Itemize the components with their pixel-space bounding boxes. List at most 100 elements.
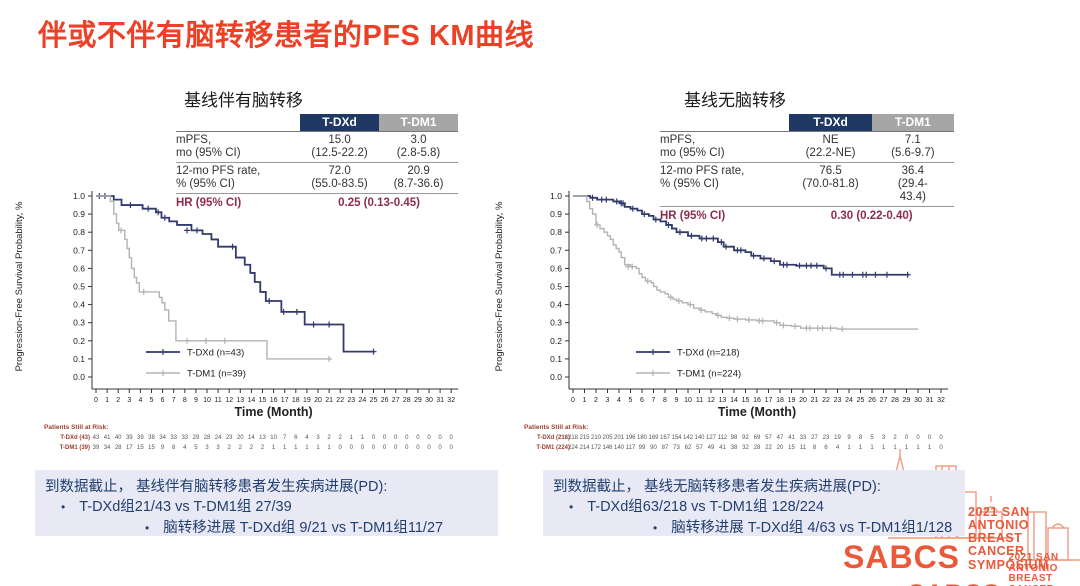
col-header-tdm1: T-DM1 [379, 114, 459, 132]
svg-text:3: 3 [216, 445, 220, 451]
logo-year-city: 2021 SAN ANTONIO [1008, 552, 1059, 574]
table-row: 12-mo PFS rate, % (95% CI) 76.5 (70.0-81… [660, 163, 954, 207]
svg-text:0.2: 0.2 [550, 336, 562, 346]
svg-text:0.6: 0.6 [73, 263, 85, 273]
svg-text:20: 20 [314, 397, 322, 404]
12mo-tdm1-value: 36.4 (29.4- 43.4) [897, 165, 928, 203]
svg-text:32: 32 [447, 397, 455, 404]
svg-text:41: 41 [788, 435, 795, 441]
svg-text:0.0: 0.0 [550, 372, 562, 382]
conclusion-bullet: • T-DXd组21/43 vs T-DM1组 27/39 [45, 497, 488, 517]
svg-text:1: 1 [893, 445, 897, 451]
svg-text:15: 15 [742, 397, 750, 404]
svg-text:29: 29 [903, 397, 911, 404]
svg-text:167: 167 [660, 435, 671, 441]
svg-text:22: 22 [765, 445, 772, 451]
conclusion-intro: 到数据截止， 基线无脑转移患者发生疾病进展(PD): [553, 479, 881, 495]
svg-text:0.9: 0.9 [550, 209, 562, 219]
svg-text:99: 99 [639, 445, 646, 451]
svg-text:19: 19 [303, 397, 311, 404]
svg-text:1: 1 [105, 397, 109, 404]
svg-text:14: 14 [248, 397, 256, 404]
svg-text:117: 117 [626, 445, 636, 451]
svg-text:0: 0 [361, 445, 365, 451]
pfs-stats-table-with-brain-mets: T-DXd T-DM1 mPFS, mo (95% CI) 15.0 (12.5… [176, 114, 459, 212]
sabcs-logo-abbr: SABCS [843, 539, 961, 576]
svg-text:24: 24 [215, 435, 222, 441]
svg-text:5: 5 [150, 397, 154, 404]
svg-text:0: 0 [372, 445, 376, 451]
svg-text:0.6: 0.6 [550, 263, 562, 273]
row-label-mpfs: mPFS, mo (95% CI) [176, 134, 241, 160]
svg-text:23: 23 [347, 397, 355, 404]
svg-text:146: 146 [602, 445, 613, 451]
svg-text:69: 69 [754, 435, 761, 441]
svg-text:1: 1 [361, 435, 365, 441]
conclusion-bullet-text: T-DXd组21/43 vs T-DM1组 27/39 [79, 499, 292, 516]
svg-text:39: 39 [126, 435, 133, 441]
svg-text:5: 5 [194, 445, 198, 451]
km-chart-no-brain-mets: 0.00.10.20.30.40.50.60.70.80.91.00 1 2 3 4 5 6… [494, 191, 948, 451]
svg-text:2: 2 [239, 445, 243, 451]
svg-text:T-DXd (n=43): T-DXd (n=43) [187, 348, 244, 359]
conclusion-bullet-text: T-DXd组63/218 vs T-DM1组 128/224 [587, 499, 824, 516]
svg-text:201: 201 [614, 435, 625, 441]
svg-text:10: 10 [203, 397, 211, 404]
svg-text:2: 2 [261, 445, 265, 451]
svg-text:1: 1 [847, 445, 851, 451]
svg-text:2: 2 [594, 397, 598, 404]
svg-text:26: 26 [868, 397, 876, 404]
svg-text:1: 1 [928, 445, 932, 451]
svg-text:27: 27 [880, 397, 888, 404]
svg-text:0: 0 [427, 445, 431, 451]
mpfs-tdm1-value: 3.0 (2.8-5.8) [396, 134, 441, 160]
svg-text:21: 21 [811, 397, 819, 404]
svg-text:0: 0 [350, 445, 354, 451]
svg-text:0: 0 [372, 435, 376, 441]
svg-text:0.3: 0.3 [550, 318, 562, 328]
svg-text:41: 41 [719, 445, 726, 451]
svg-text:0: 0 [939, 445, 943, 451]
svg-text:205: 205 [602, 435, 613, 441]
svg-text:0.7: 0.7 [73, 245, 85, 255]
svg-text:154: 154 [671, 435, 682, 441]
svg-text:3: 3 [882, 435, 886, 441]
table-row: 12-mo PFS rate, % (95% CI) 72.0 (55.0-83… [176, 163, 458, 194]
svg-text:18: 18 [776, 397, 784, 404]
svg-text:1: 1 [882, 445, 886, 451]
svg-text:5: 5 [629, 397, 633, 404]
svg-text:169: 169 [648, 435, 659, 441]
svg-text:15: 15 [259, 397, 267, 404]
svg-text:20: 20 [237, 435, 244, 441]
svg-text:6: 6 [294, 435, 298, 441]
svg-text:0: 0 [394, 445, 398, 451]
svg-text:16: 16 [270, 397, 278, 404]
svg-text:1: 1 [305, 445, 309, 451]
hr-value: 0.25 (0.13-0.45) [338, 196, 420, 209]
svg-text:0: 0 [939, 435, 943, 441]
svg-text:9: 9 [847, 435, 851, 441]
conclusion-box-no-brain-mets: 到数据截止， 基线无脑转移患者发生疾病进展(PD): • T-DXd组63/21… [543, 470, 965, 536]
svg-text:7: 7 [652, 397, 656, 404]
svg-text:0: 0 [438, 445, 442, 451]
logo-event: BREAST CANCER SYMPOSIUM [968, 531, 1049, 572]
svg-text:0: 0 [571, 397, 575, 404]
svg-text:38: 38 [148, 435, 155, 441]
svg-text:28: 28 [891, 397, 899, 404]
svg-text:1: 1 [294, 445, 298, 451]
bullet-icon: • [653, 520, 658, 535]
sabcs-logo-small: SABCS 2021 SAN ANTONIO BREAST CANCER SYM… [908, 552, 1080, 586]
svg-text:0: 0 [427, 435, 431, 441]
svg-text:28: 28 [754, 445, 761, 451]
sabcs-logo-abbr: SABCS [908, 582, 1001, 586]
table-row: mPFS, mo (95% CI) 15.0 (12.5-22.2) 3.0 (… [176, 132, 458, 164]
svg-text:20: 20 [799, 397, 807, 404]
svg-text:0: 0 [928, 435, 932, 441]
svg-text:1: 1 [272, 445, 276, 451]
svg-text:4: 4 [305, 435, 309, 441]
svg-text:8: 8 [813, 445, 817, 451]
svg-text:24: 24 [845, 397, 853, 404]
table-row-hr: HR (95% CI) 0.30 (0.22-0.40) [660, 207, 954, 225]
svg-text:4: 4 [836, 445, 840, 451]
svg-text:15: 15 [148, 445, 155, 451]
